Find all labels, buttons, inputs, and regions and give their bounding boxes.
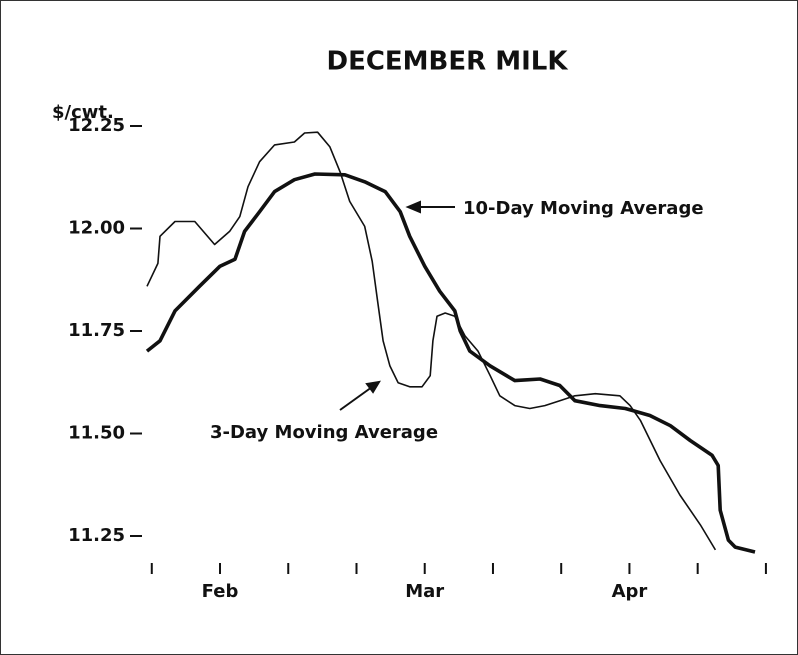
y-tick-label: 11.75: [68, 320, 125, 341]
annotation: 3-Day Moving Average: [210, 422, 438, 443]
y-tick-label: 12.25: [68, 115, 125, 136]
y-axis-label: $/cwt.: [52, 102, 114, 123]
x-tick-label: Apr: [612, 581, 648, 602]
chart-title: DECEMBER MILK: [327, 47, 569, 77]
arrows: [339, 200, 455, 411]
series-line: [145, 172, 756, 554]
y-tick-label: 12.00: [68, 218, 125, 239]
x-tick-label: Mar: [405, 581, 444, 602]
y-tick-label: 11.25: [68, 525, 125, 546]
x-tick-label: Feb: [202, 581, 239, 602]
arrow: [339, 386, 373, 411]
series-line: [146, 131, 717, 551]
annotation: 10-Day Moving Average: [463, 198, 704, 219]
y-tick-label: 11.50: [68, 423, 125, 444]
arrow-head: [365, 380, 381, 394]
arrow-head: [405, 200, 421, 214]
